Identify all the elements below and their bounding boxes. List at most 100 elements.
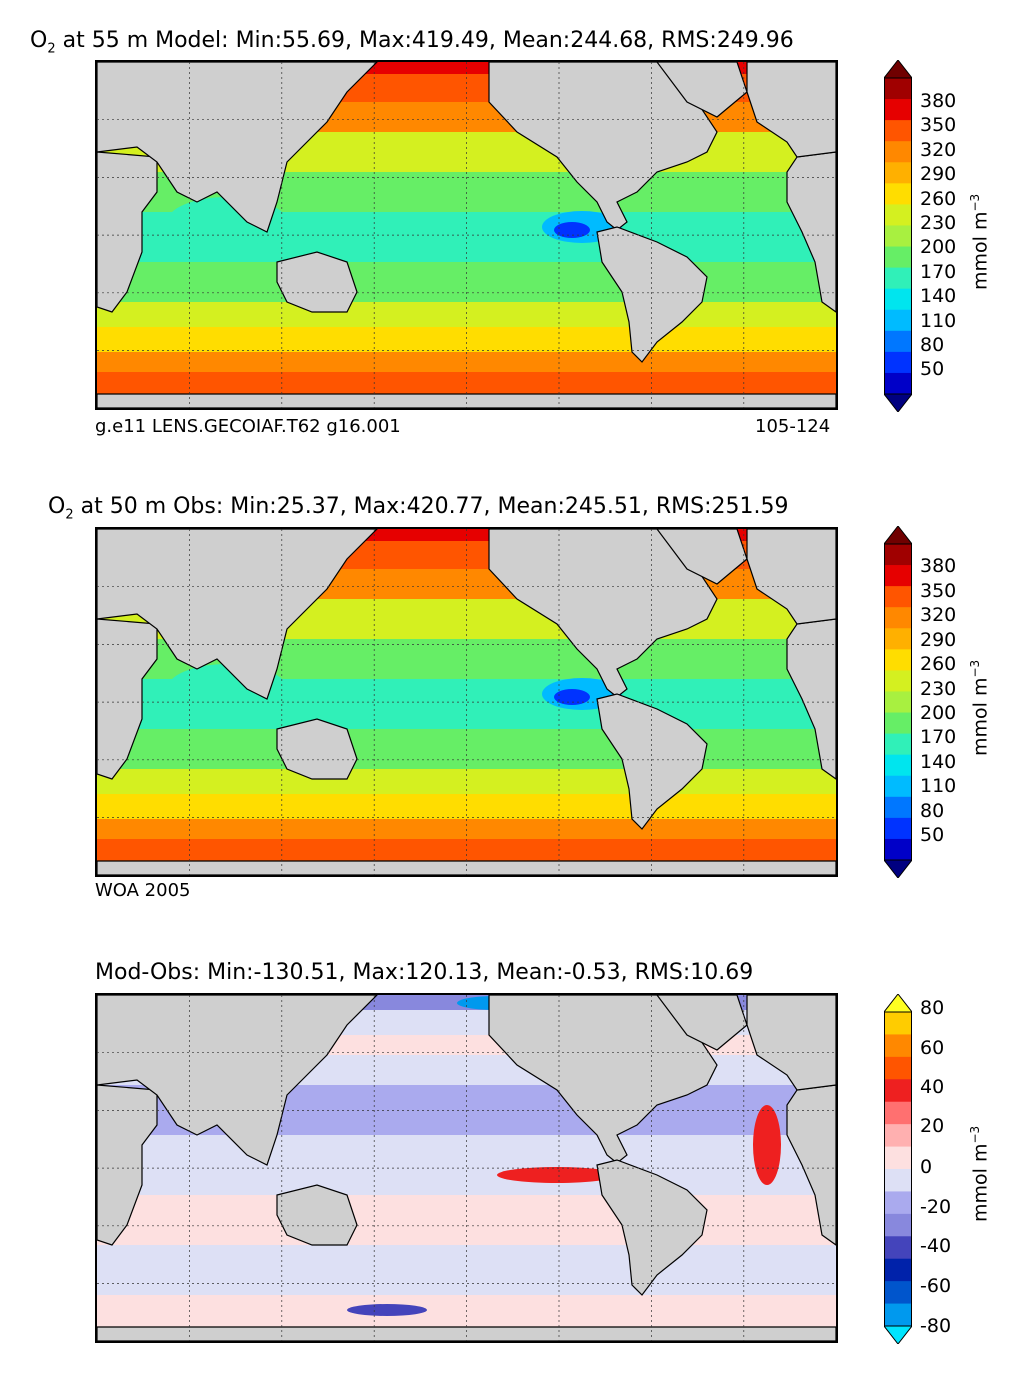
colorbar-tick: 50	[920, 824, 945, 846]
o2-colorbar-swatch	[884, 225, 912, 248]
model-colorbar	[884, 60, 912, 412]
diff-colorbar-swatch	[884, 1169, 912, 1192]
land-mass	[746, 995, 836, 1091]
o2-colorbar-swatch	[884, 775, 912, 798]
o2-colorbar-swatch	[884, 838, 912, 861]
colorbar-tick: 0	[920, 1156, 933, 1178]
land-mass	[97, 1084, 158, 1246]
o2-colorbar-swatch	[884, 712, 912, 735]
land-mass	[596, 693, 708, 830]
o2-colorbar-swatch	[884, 607, 912, 629]
land-mass	[488, 995, 718, 1164]
land-mass	[596, 1159, 708, 1296]
colorbar-tick: 200	[920, 236, 957, 258]
land-mass	[656, 995, 748, 1051]
colorbar-tick: 230	[920, 678, 957, 700]
colorbar-tick: 80	[920, 334, 945, 356]
o2-colorbar-swatch	[884, 733, 912, 756]
o2-colorbar-swatch	[884, 246, 912, 269]
obs-colorbar	[884, 526, 912, 878]
colorbar-tick: 320	[920, 604, 957, 626]
land-mass	[746, 62, 836, 158]
o2-colorbar-swatch	[884, 78, 912, 100]
land-mass	[97, 995, 378, 1166]
o2-colorbar-swatch	[884, 288, 912, 311]
o2-colorbar-swatch	[884, 267, 912, 290]
diff-colorbar-frame	[884, 1011, 912, 1327]
colorbar-tick: 290	[920, 163, 957, 185]
obs-panel: O2 at 50 m Obs: Min:25.37, Max:420.77, M…	[48, 494, 992, 901]
o2-colorbar-swatch	[884, 120, 912, 142]
land-mass	[596, 226, 708, 363]
diff-colorbar-swatch	[884, 1012, 912, 1035]
land-mass	[97, 62, 378, 233]
land-mass	[786, 151, 836, 313]
land-mass	[786, 618, 836, 780]
colorbar-tick: 80	[920, 800, 945, 822]
o2-colorbar-swatch	[884, 162, 912, 184]
o2-colorbar-swatch	[884, 628, 912, 650]
colorbar-tick: 260	[920, 188, 957, 210]
diff-colorbar-min-arrow	[884, 1325, 912, 1344]
model-caption-right: 105-124	[755, 416, 831, 437]
colorbar-tick: 40	[920, 1076, 945, 1098]
colorbar-unit: mmol m−3	[968, 1125, 992, 1222]
colorbar-tick: -60	[920, 1275, 952, 1297]
colorbar-tick: 20	[920, 1115, 945, 1137]
land-mass	[97, 529, 378, 700]
land-mass	[656, 62, 748, 118]
o2-colorbar-swatch	[884, 565, 912, 587]
model-caption-left: g.e11 LENS.GECOIAF.T62 g16.001	[95, 416, 401, 437]
o2-colorbar-swatch	[884, 141, 912, 163]
diff-colorbar-max-arrow	[884, 994, 912, 1013]
colorbar-tick: 200	[920, 702, 957, 724]
diff-colorbar-swatch	[884, 1281, 912, 1305]
o2-colorbar-swatch	[884, 544, 912, 566]
diff-colorbar-swatch	[884, 1258, 912, 1282]
negative-anomaly	[347, 1304, 427, 1316]
colorbar-tick: 320	[920, 139, 957, 161]
model-map	[95, 60, 838, 410]
diff-colorbar-swatch	[884, 1191, 912, 1215]
colorbar-tick: 110	[920, 310, 957, 332]
colorbar-tick: 80	[920, 997, 945, 1019]
diff-colorbar-swatch	[884, 1034, 912, 1058]
land-mass	[786, 1084, 836, 1246]
colorbar-tick: 230	[920, 212, 957, 234]
land-mass	[746, 529, 836, 625]
colorbar-tick: 170	[920, 261, 957, 283]
oxygen-minimum-core	[554, 689, 590, 705]
colorbar-tick: 140	[920, 285, 957, 307]
positive-anomaly	[497, 1167, 617, 1183]
colorbar-tick: 60	[920, 1037, 945, 1059]
diff-colorbar-swatch	[884, 1213, 912, 1237]
o2-colorbar-frame	[884, 77, 912, 395]
o2-colorbar-swatch	[884, 309, 912, 332]
o2-colorbar-frame	[884, 543, 912, 861]
colorbar-tick: 110	[920, 775, 957, 797]
o2-colorbar-swatch	[884, 754, 912, 777]
model-panel: O2 at 55 m Model: Min:55.69, Max:419.49,…	[30, 28, 992, 437]
o2-colorbar-swatch	[884, 372, 912, 395]
obs-map	[95, 527, 838, 877]
colorbar-tick: -80	[920, 1315, 952, 1337]
land-mass	[488, 62, 718, 231]
positive-anomaly	[753, 1105, 781, 1185]
diff-colorbar-swatch	[884, 1124, 912, 1148]
colorbar-tick: 380	[920, 555, 957, 577]
diff-colorbar-swatch	[884, 1303, 912, 1327]
o2-colorbar-swatch	[884, 330, 912, 353]
colorbar-tick: 260	[920, 653, 957, 675]
o2-colorbar-swatch	[884, 183, 912, 205]
diff-map	[95, 993, 838, 1343]
colorbar-tick: 380	[920, 90, 957, 112]
colorbar-tick: 350	[920, 114, 957, 136]
o2-colorbar-swatch	[884, 691, 912, 714]
o2-colorbar-swatch	[884, 670, 912, 692]
colorbar-tick: 50	[920, 358, 945, 380]
diff-colorbar-swatch	[884, 1101, 912, 1125]
land-mass	[97, 1326, 836, 1341]
o2-colorbar-swatch	[884, 796, 912, 819]
o2-colorbar-swatch	[884, 586, 912, 608]
